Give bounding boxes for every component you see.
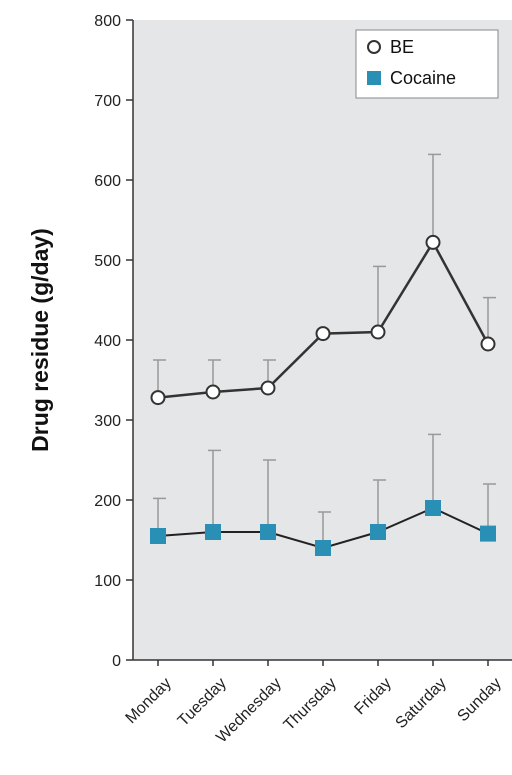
data-point — [425, 234, 441, 250]
legend: BE Cocaine — [355, 29, 499, 99]
y-tick-label: 600 — [94, 173, 121, 190]
data-point — [370, 524, 386, 540]
y-tick-label: 500 — [94, 253, 121, 270]
data-point — [260, 524, 276, 540]
data-point — [425, 500, 441, 516]
x-tick-label: Monday — [123, 675, 175, 727]
data-point — [205, 384, 221, 400]
x-tick-label: Sunday — [454, 675, 504, 725]
legend-cocaine-label: Cocaine — [390, 68, 456, 88]
legend-cocaine-marker — [367, 71, 381, 85]
x-tick-label: Friday — [351, 675, 394, 718]
x-tick-label: Saturday — [393, 675, 450, 732]
data-point — [480, 336, 496, 352]
legend-be-marker — [367, 40, 381, 54]
data-point — [315, 540, 331, 556]
series-cocaine — [150, 433, 496, 556]
x-tick-label: Tuesday — [175, 675, 230, 730]
y-tick-label: 200 — [94, 493, 121, 510]
y-tick-label: 0 — [112, 653, 121, 670]
series-be — [150, 153, 496, 406]
legend-be-label: BE — [390, 37, 414, 57]
legend-box — [355, 29, 499, 99]
y-tick-label: 300 — [94, 413, 121, 430]
data-point — [370, 324, 386, 340]
y-tick-label: 400 — [94, 333, 121, 350]
y-tick-label: 800 — [94, 13, 121, 30]
data-point — [205, 524, 221, 540]
data-point — [150, 528, 166, 544]
y-tick-label: 100 — [94, 573, 121, 590]
data-point — [315, 326, 331, 342]
y-axis-ticks: 0 100 200 300 400 500 600 700 800 — [94, 13, 133, 670]
data-point — [260, 380, 276, 396]
data-point — [480, 525, 496, 542]
data-point — [150, 390, 166, 406]
x-tick-label: Thursday — [281, 675, 340, 734]
y-tick-label: 700 — [94, 93, 121, 110]
y-axis-title: Drug residue (g/day) — [27, 228, 53, 452]
